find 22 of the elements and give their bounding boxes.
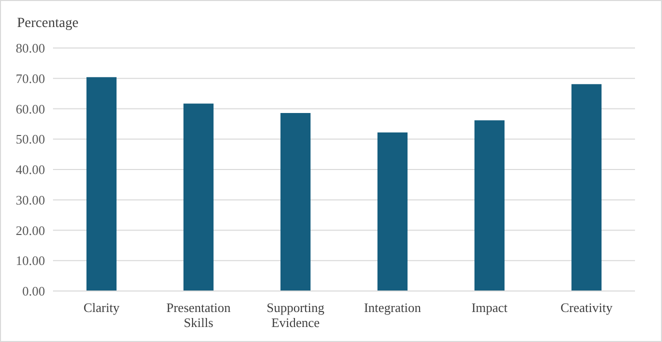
x-tick-label: Impact — [471, 300, 508, 315]
bar — [474, 120, 505, 291]
x-tick-label: Clarity — [83, 300, 120, 315]
y-tick-label: 40.00 — [16, 162, 45, 178]
x-tick-label: Presentation Skills — [166, 300, 232, 330]
y-axis-title: Percentage — [17, 16, 78, 31]
bar — [377, 132, 408, 291]
y-tick-label: 70.00 — [16, 70, 45, 86]
x-tick-label: Supporting Evidence — [266, 300, 325, 330]
x-tick-label: Creativity — [560, 300, 613, 315]
bar — [183, 104, 214, 291]
bar — [86, 77, 117, 291]
y-tick-label: 30.00 — [16, 192, 45, 208]
y-tick-label: 20.00 — [16, 222, 45, 238]
bar — [571, 84, 602, 291]
x-tick-label: Integration — [364, 300, 422, 315]
bar — [280, 113, 311, 291]
y-tick-label: 0.00 — [22, 284, 45, 299]
y-tick-label: 60.00 — [16, 101, 45, 116]
y-tick-label: 10.00 — [16, 253, 45, 268]
y-tick-label: 50.00 — [16, 132, 45, 147]
y-tick-label: 80.00 — [16, 40, 45, 56]
